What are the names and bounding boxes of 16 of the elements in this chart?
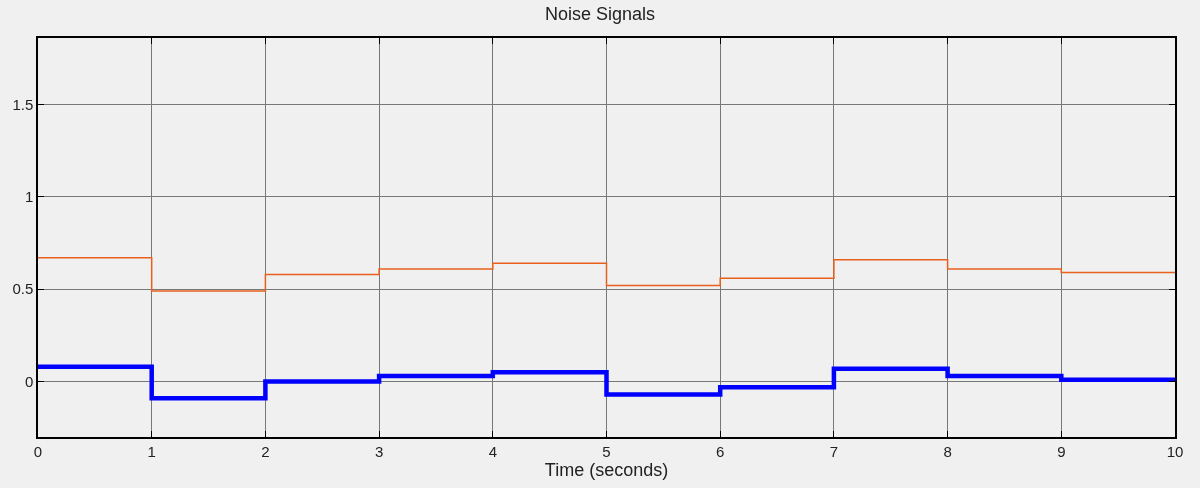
x-tick-label: 4 xyxy=(488,442,497,460)
x-tick-label: 10 xyxy=(1166,442,1184,460)
x-axis-title: Time (seconds) xyxy=(544,459,669,480)
y-tick-label: 1 xyxy=(24,188,34,206)
chart-title: Noise Signals xyxy=(544,3,656,24)
x-tick-label: 3 xyxy=(374,442,384,460)
x-tick-label: 1 xyxy=(147,442,156,460)
x-tick-label: 5 xyxy=(602,442,611,460)
x-tick-label: 9 xyxy=(1057,442,1066,460)
x-tick-label: 2 xyxy=(261,442,270,460)
y-tick-label: 0 xyxy=(24,372,34,390)
y-tick-label: 1.5 xyxy=(12,95,34,113)
x-tick-label: 8 xyxy=(943,442,952,460)
x-tick-label: 7 xyxy=(829,442,839,460)
y-tick-label: 0.5 xyxy=(12,280,34,298)
x-tick-label: 6 xyxy=(716,442,725,460)
